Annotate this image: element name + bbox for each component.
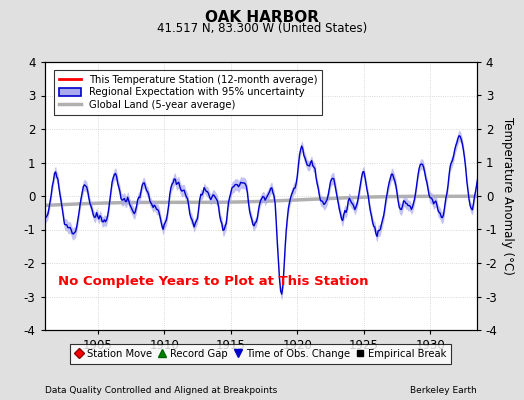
Text: OAK HARBOR: OAK HARBOR	[205, 10, 319, 25]
Text: Berkeley Earth: Berkeley Earth	[410, 386, 477, 395]
Text: 41.517 N, 83.300 W (United States): 41.517 N, 83.300 W (United States)	[157, 22, 367, 35]
Y-axis label: Temperature Anomaly (°C): Temperature Anomaly (°C)	[501, 117, 515, 275]
Text: Data Quality Controlled and Aligned at Breakpoints: Data Quality Controlled and Aligned at B…	[45, 386, 277, 395]
Text: No Complete Years to Plot at This Station: No Complete Years to Plot at This Statio…	[58, 275, 368, 288]
Legend: Station Move, Record Gap, Time of Obs. Change, Empirical Break: Station Move, Record Gap, Time of Obs. C…	[70, 344, 451, 364]
